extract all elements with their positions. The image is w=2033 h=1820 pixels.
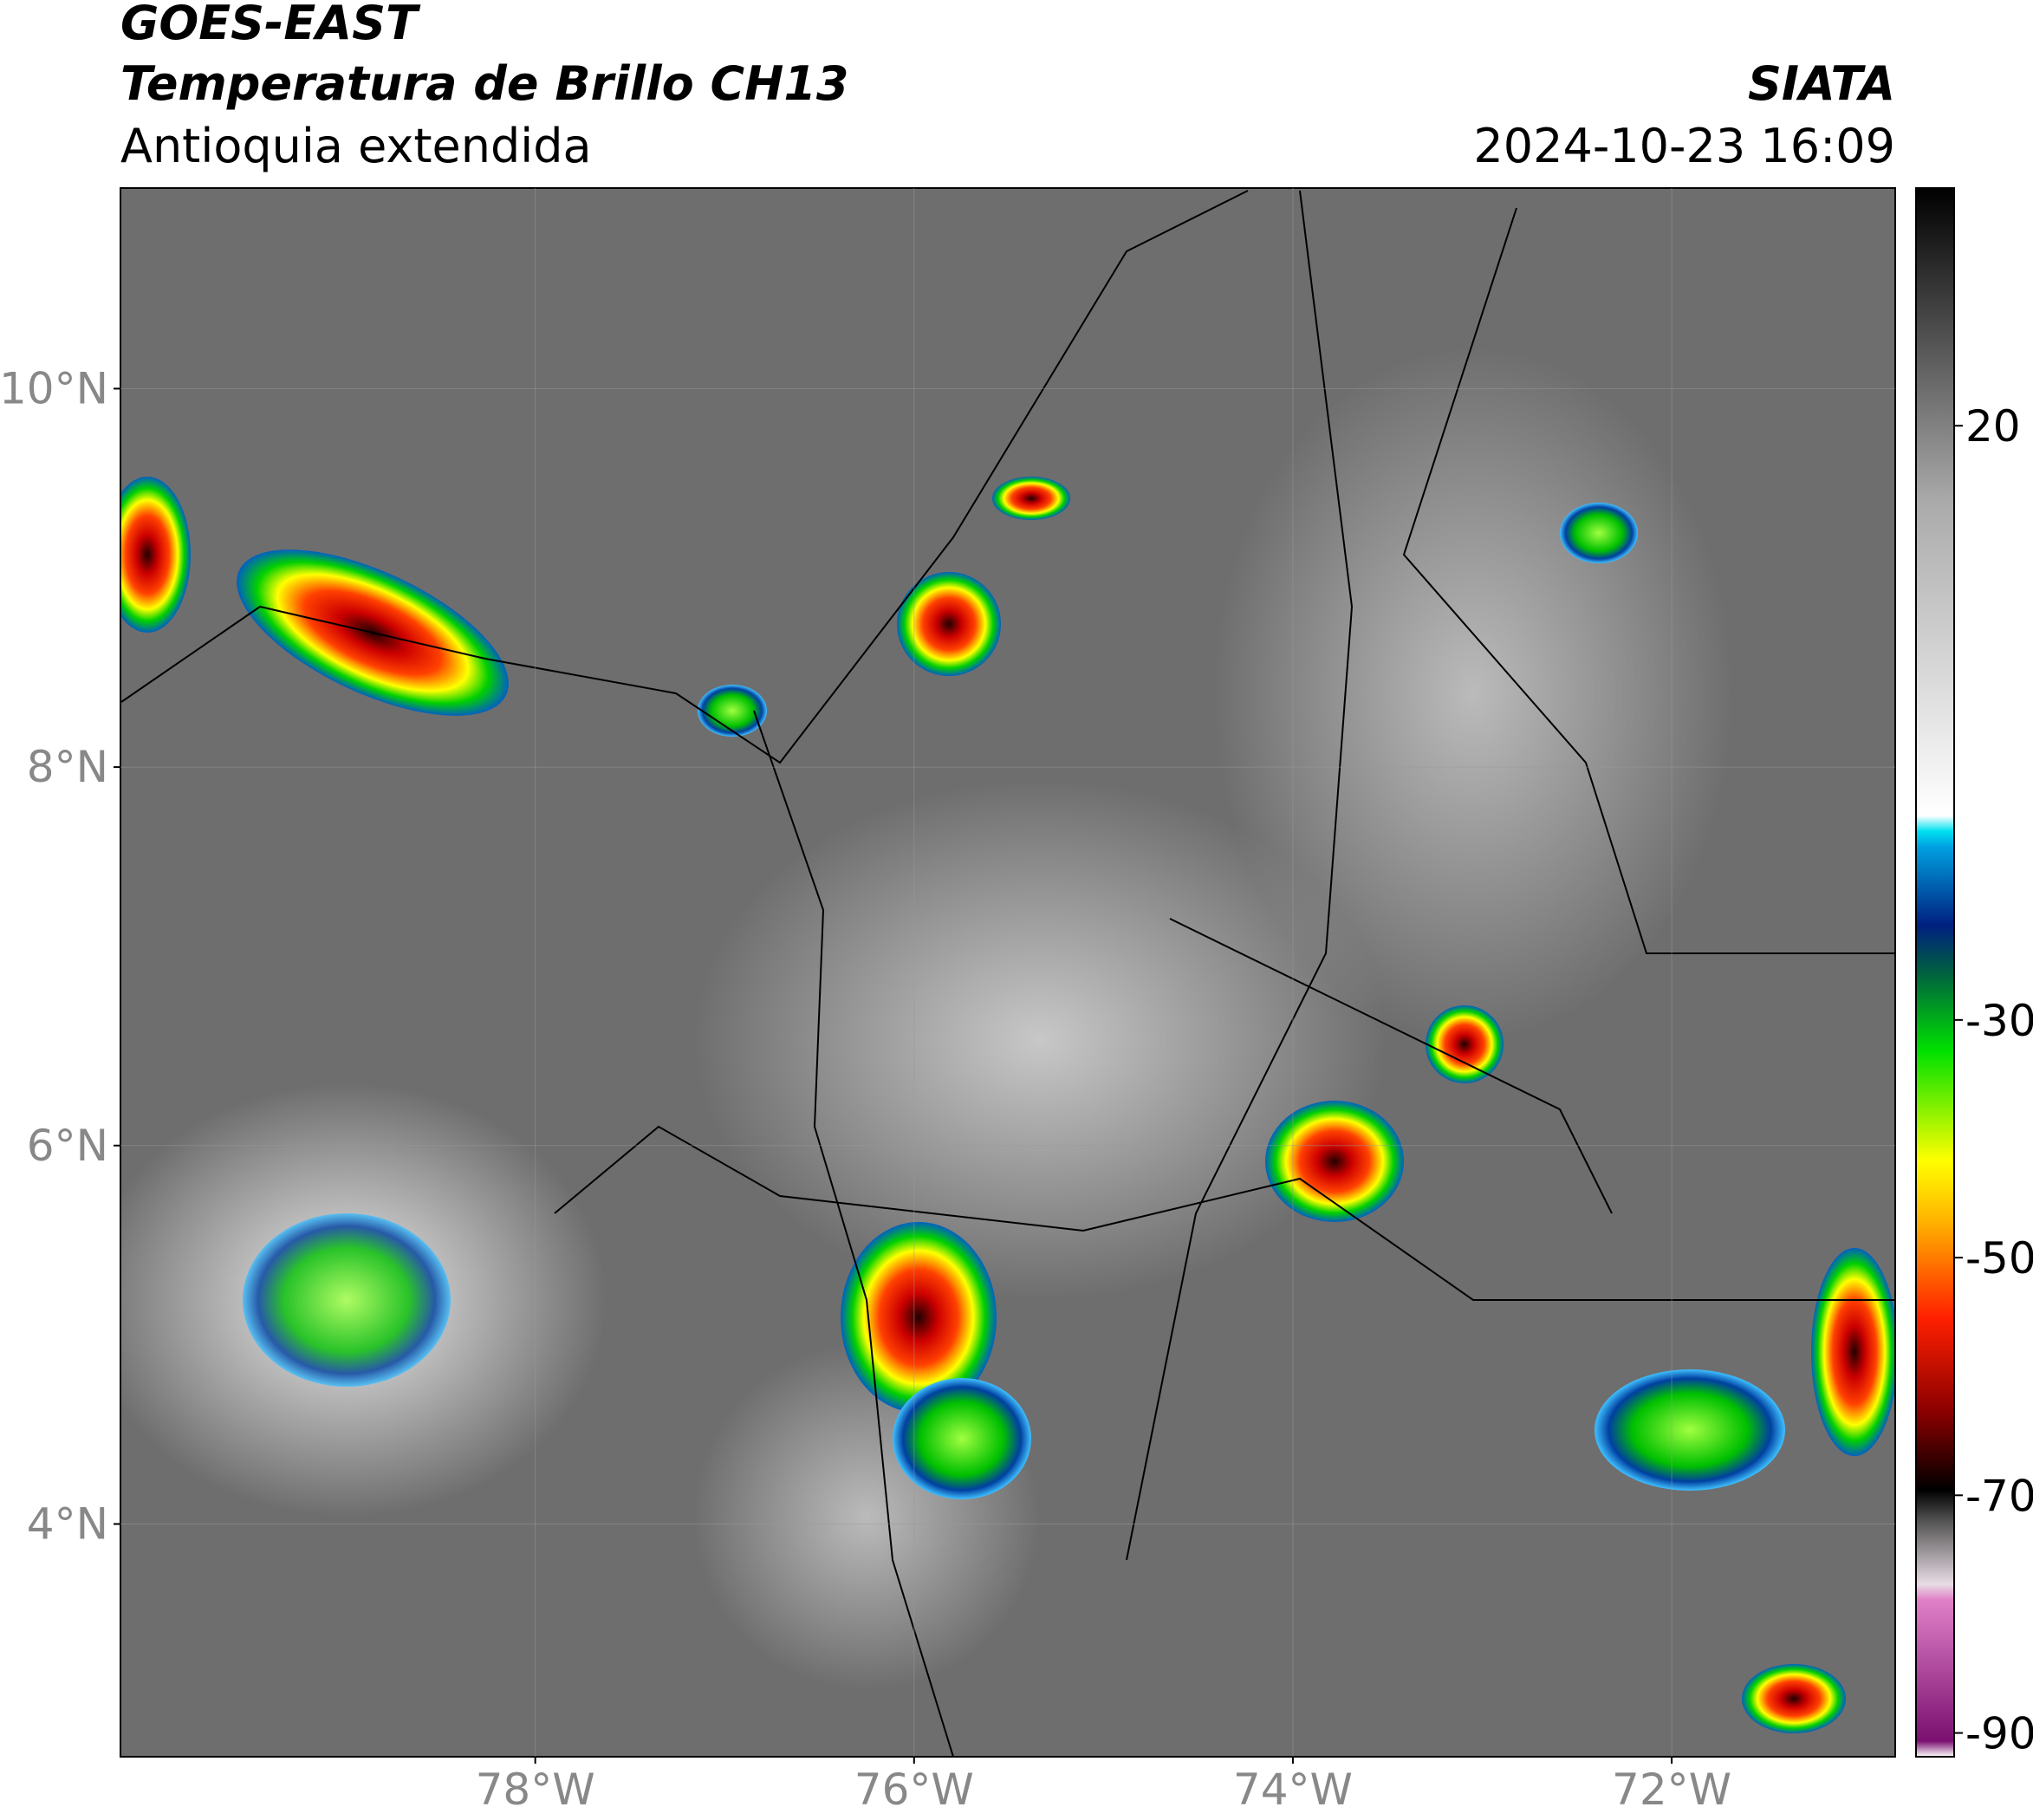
colorbar-label: 20 — [1965, 401, 2021, 452]
y-tick-label: 6°N — [27, 1121, 108, 1171]
colorbar-label: -70 — [1965, 1471, 2033, 1521]
colorbar-label: -50 — [1965, 1233, 2033, 1284]
x-tick-label: 74°W — [1233, 1765, 1353, 1815]
x-tick-label: 72°W — [1612, 1765, 1731, 1815]
source: SIATA — [1748, 56, 1895, 111]
x-tick-label: 78°W — [476, 1765, 595, 1815]
title: Temperatura de Brillo CH13 — [120, 56, 849, 111]
title: GOES-EAST — [120, 0, 421, 50]
x-tick-label: 76°W — [854, 1765, 974, 1815]
colorbar — [1915, 187, 1955, 1758]
map-image — [120, 188, 1895, 1757]
y-tick-label: 8°N — [27, 742, 108, 792]
y-tick-label: 4°N — [27, 1498, 108, 1549]
subtitle: Antioquia extendida — [120, 119, 592, 173]
datetime: 2024-10-23 16:09 — [1473, 119, 1895, 173]
colorbar-label: -30 — [1965, 996, 2033, 1046]
y-tick-label: 10°N — [0, 363, 108, 413]
map-frame — [120, 187, 1896, 1758]
colorbar-label: -90 — [1965, 1709, 2033, 1759]
